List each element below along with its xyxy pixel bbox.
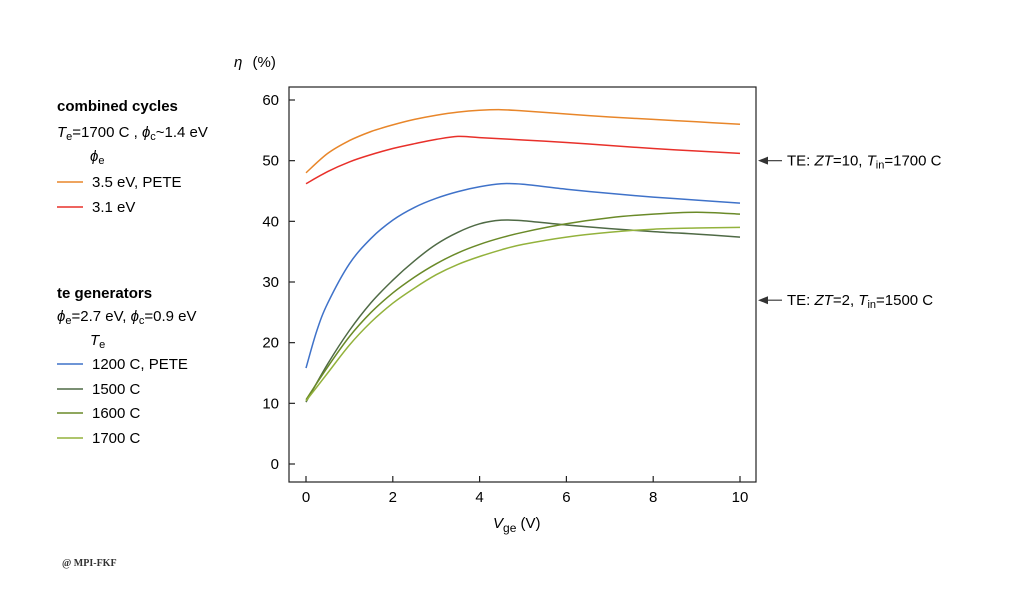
x-tick-label: 6 — [562, 489, 570, 506]
te-annotations: TE: ZT=10, Tin=1700 C TE: ZT=2, Tin=1500… — [758, 153, 942, 311]
x-tick-label: 0 — [302, 489, 310, 506]
legend-params-te: ϕe=2.7 eV, ϕc=0.9 eV — [57, 308, 197, 327]
legend-params-combined: Te=1700 C , ϕc~1.4 eV — [57, 124, 208, 143]
series-lines — [305, 108, 741, 403]
y-tick-label: 10 — [262, 395, 279, 412]
y-tick-label: 30 — [262, 274, 279, 291]
annotation-text-zt10: TE: ZT=10, Tin=1700 C — [787, 153, 942, 172]
series-line-5 — [305, 226, 741, 402]
series-line-0 — [305, 108, 741, 174]
x-tick-label: 10 — [732, 489, 749, 506]
legend-heading-combined: combined cycles — [57, 98, 178, 115]
arrowhead-zt2-icon — [758, 296, 768, 305]
legend-label-3-1ev: 3.1 eV — [92, 199, 135, 216]
annotation-zt10: TE: ZT=10, Tin=1700 C — [758, 153, 942, 172]
series-line-1 — [305, 135, 741, 185]
y-axis-label: η (%) — [234, 54, 276, 71]
legend-param-label-te: Te — [90, 332, 105, 351]
x-tick-label: 4 — [475, 489, 483, 506]
y-tick-label: 60 — [262, 92, 279, 109]
y-tick-label: 20 — [262, 335, 279, 352]
series-line-3 — [305, 219, 741, 403]
arrowhead-zt10-icon — [758, 156, 768, 165]
legend-heading-te: te generators — [57, 285, 152, 302]
copyright-text: @ MPI-FKF — [62, 558, 117, 569]
y-tick-label: 50 — [262, 153, 279, 170]
legend-label-3-5ev: 3.5 eV, PETE — [92, 174, 182, 191]
legend-label-1600c: 1600 C — [92, 405, 141, 422]
annotation-text-zt2: TE: ZT=2, Tin=1500 C — [787, 292, 933, 311]
legend-label-1200c: 1200 C, PETE — [92, 356, 188, 373]
annotation-zt2: TE: ZT=2, Tin=1500 C — [758, 292, 933, 311]
y-tick-label: 0 — [271, 456, 279, 473]
legend-param-label-combined: ϕe — [90, 148, 104, 167]
legend-label-1500c: 1500 C — [92, 381, 141, 398]
plot-frame — [288, 86, 757, 483]
x-axis-label: Vge (V) — [493, 515, 541, 535]
y-tick-label: 40 — [262, 213, 279, 230]
series-line-4 — [305, 211, 741, 401]
series-line-2 — [305, 182, 741, 369]
x-tick-label: 8 — [649, 489, 657, 506]
x-tick-label: 2 — [389, 489, 397, 506]
axis-ticks: 0 2 4 6 8 10 0 10 20 30 40 50 60 — [262, 92, 748, 506]
legend-label-1700c: 1700 C — [92, 430, 141, 447]
